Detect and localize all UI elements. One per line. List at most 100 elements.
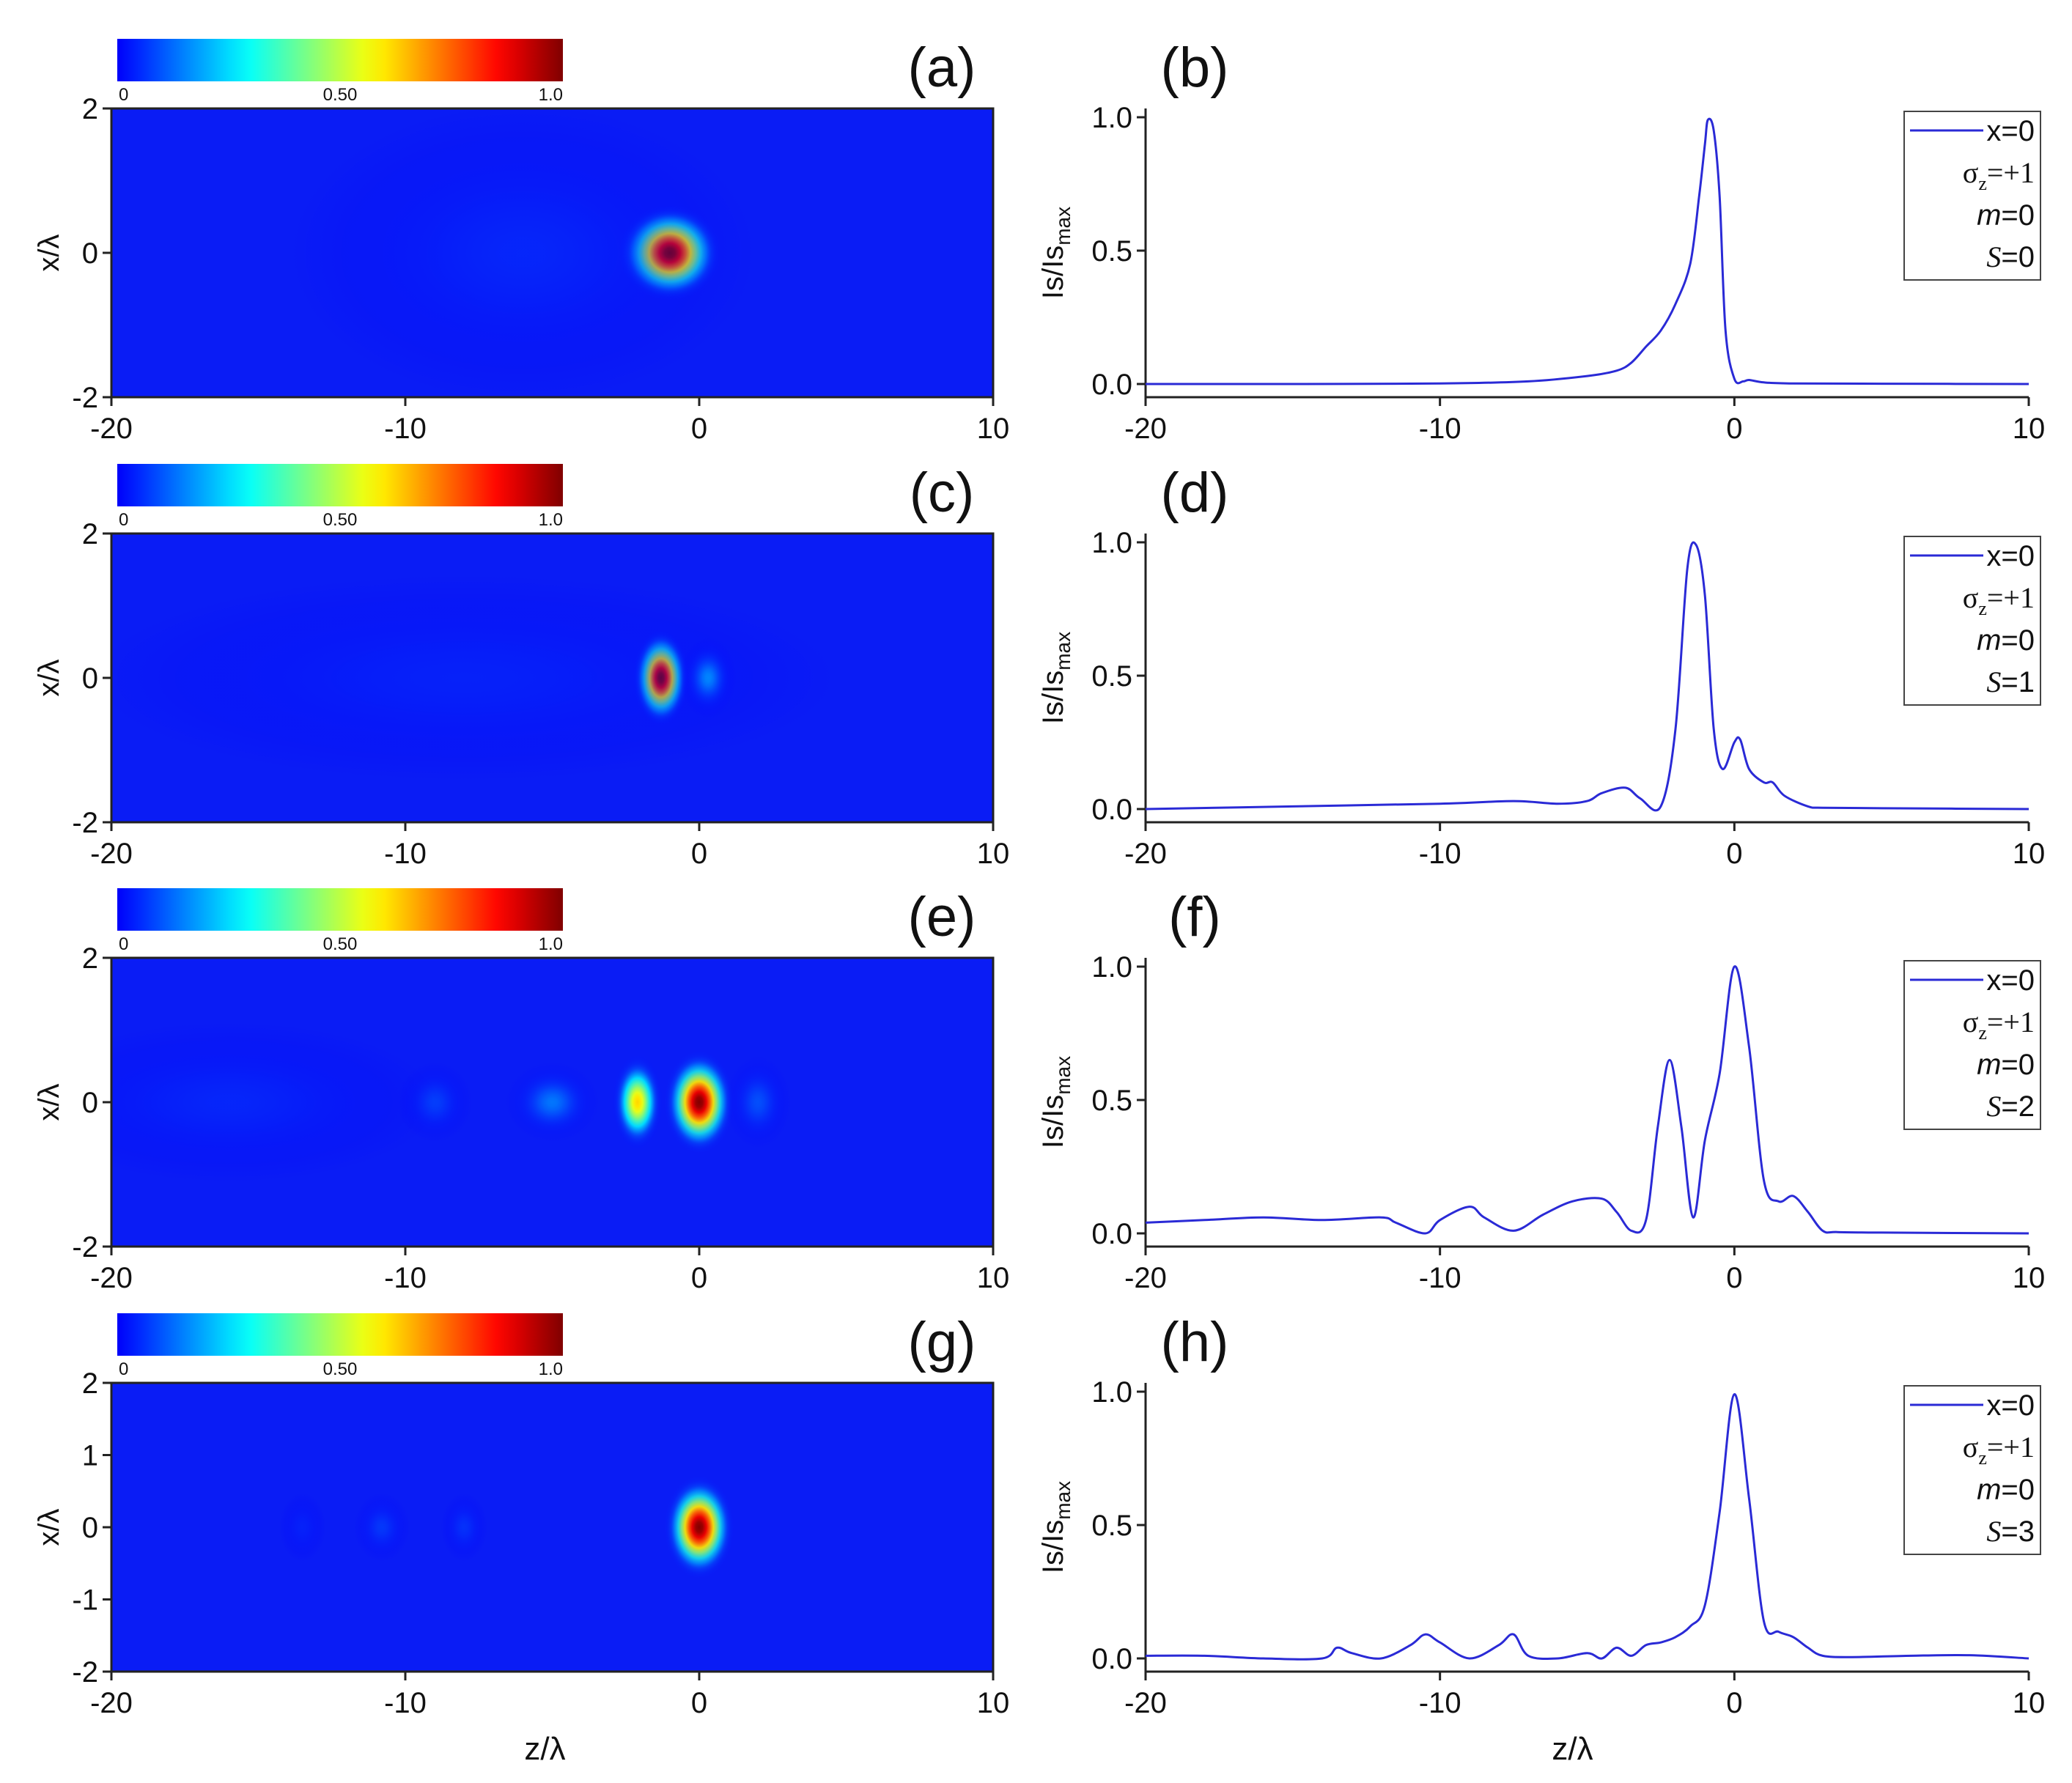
x-tick-label: 10: [2013, 1687, 2046, 1719]
x-tick-label: -10: [1419, 1262, 1461, 1294]
y-axis-label: Is/Ismax: [1037, 1481, 1074, 1573]
x-tick-label: -10: [384, 1687, 427, 1719]
intensity-spot: [440, 1492, 488, 1562]
y-tick-label: 1.0: [1091, 1376, 1132, 1409]
legend-m-symbol: m: [1977, 1049, 2001, 1081]
y-tick-label: 0.5: [1091, 1085, 1132, 1117]
legend-sigma-sub: z: [1978, 598, 1987, 619]
panel-label: (g): [908, 1311, 976, 1373]
x-tick-label: -20: [1124, 838, 1167, 870]
y-axis-label-main: Is/Is: [1037, 246, 1069, 299]
y-axis-label-sub: max: [1052, 1056, 1074, 1095]
legend-s-value: =1: [2001, 666, 2035, 698]
legend-s-symbol: S: [1986, 1090, 2001, 1123]
x-tick-label: 0: [691, 1687, 707, 1719]
legend-m: m=0: [1977, 199, 2035, 232]
x-tick-label: -20: [90, 413, 133, 445]
y-axis-label-sub: max: [1052, 207, 1074, 246]
legend-sigma-value: =+1: [1987, 1005, 2035, 1038]
intensity-spot: [279, 1492, 326, 1562]
x-tick-label: -20: [90, 1687, 133, 1719]
y-axis-label: Is/Ismax: [1037, 1056, 1074, 1148]
legend-sigma-sub: z: [1978, 1022, 1987, 1044]
y-axis-label-main: Is/Is: [1037, 1520, 1069, 1573]
y-tick-label: 0.5: [1091, 660, 1132, 693]
x-tick-label: -20: [1124, 413, 1167, 445]
colorbar-min-label: 0: [119, 1359, 128, 1379]
series-line-x=0: [1145, 117, 2029, 385]
x-tick-label: -20: [1124, 1262, 1167, 1294]
y-tick-label: -2: [72, 1656, 98, 1688]
intensity-spot: [725, 1055, 792, 1149]
y-axis-label: x/λ: [33, 234, 65, 271]
y-axis-label: x/λ: [33, 1083, 65, 1121]
legend-m-value: =0: [2001, 199, 2035, 232]
panel-label: (h): [1161, 1311, 1229, 1373]
y-tick-label: -2: [72, 382, 98, 414]
legend-box: [1903, 960, 2041, 1130]
colorbar-max-label: 1.0: [539, 510, 563, 530]
y-tick-label: 0: [82, 237, 98, 270]
panel-label: (b): [1161, 37, 1229, 99]
legend-m-symbol: m: [1977, 1474, 2001, 1506]
colorbar-mid-label: 0.50: [323, 510, 358, 530]
y-tick-label: -2: [72, 807, 98, 839]
legend-sigma-value: =+1: [1987, 1431, 2035, 1463]
legend-sigma-sub: z: [1978, 173, 1987, 194]
legend-m-symbol: m: [1977, 199, 2001, 232]
heatmap-background: [111, 1383, 993, 1672]
colorbar: [117, 464, 563, 506]
y-axis-label: Is/Ismax: [1037, 632, 1074, 724]
colorbar-min-label: 0: [119, 510, 128, 530]
legend-sigma: σz=+1: [1963, 1431, 2035, 1469]
x-tick-label: 10: [977, 1262, 1010, 1294]
x-axis-label: z/λ: [1552, 1731, 1593, 1767]
colorbar-min-label: 0: [119, 934, 128, 954]
y-axis-label-sub: max: [1052, 1481, 1074, 1520]
x-tick-label: -10: [1419, 413, 1461, 445]
y-axis-label-main: Is/Is: [1037, 1095, 1069, 1148]
y-tick-label: -2: [72, 1231, 98, 1263]
x-tick-label: -20: [90, 1262, 133, 1294]
y-tick-label: 2: [82, 1367, 98, 1400]
legend-sigma-sub: z: [1978, 1447, 1987, 1469]
colorbar-max-label: 1.0: [539, 1359, 563, 1379]
panel-label: (d): [1161, 462, 1229, 524]
colorbar-max-label: 1.0: [539, 934, 563, 954]
x-tick-label: -10: [384, 838, 427, 870]
panel-label: (f): [1168, 886, 1221, 948]
legend-sigma-value: =+1: [1987, 581, 2035, 614]
colorbar-max-label: 1.0: [539, 85, 563, 105]
legend-s-value: =0: [2001, 241, 2035, 273]
x-tick-label: -10: [1419, 838, 1461, 870]
legend-series-label: x=0: [1986, 540, 2035, 572]
legend-m-symbol: m: [1977, 624, 2001, 657]
y-axis-label: x/λ: [33, 659, 65, 696]
legend-s-value: =3: [2001, 1516, 2035, 1548]
intensity-spot: [287, 108, 759, 397]
x-tick-label: -20: [90, 838, 133, 870]
legend-s-symbol: S: [1986, 1515, 2001, 1548]
legend-sigma: σz=+1: [1963, 581, 2035, 619]
y-axis-label: x/λ: [33, 1508, 65, 1546]
x-tick-label: 0: [691, 413, 707, 445]
legend-m-value: =0: [2001, 624, 2035, 657]
y-axis-label-main: Is/Is: [1037, 671, 1069, 724]
heatmap-panel-0: 0 0.50 1.0 (a) 2 0 -2-20 -10 0 10 x/λ: [33, 37, 1009, 445]
intensity-spot: [663, 1050, 735, 1154]
panel-label: (c): [910, 462, 975, 524]
intensity-field: [111, 1021, 792, 1184]
y-tick-label: 0.0: [1091, 1643, 1132, 1675]
intensity-field: [111, 574, 841, 782]
legend-sigma-symbol: σ: [1963, 1431, 1979, 1463]
intensity-spot: [505, 1061, 600, 1143]
legend-m: m=0: [1977, 1049, 2035, 1081]
legend-m-value: =0: [2001, 1049, 2035, 1081]
legend-sigma: σz=+1: [1963, 1005, 2035, 1044]
x-tick-label: 0: [1726, 413, 1742, 445]
colorbar-mid-label: 0.50: [323, 934, 358, 954]
legend-m-value: =0: [2001, 1474, 2035, 1506]
x-tick-label: 0: [691, 1262, 707, 1294]
line-panel-5: (f)0.00.51.0-20 -10 0 10Is/Ismaxx=0σz=+1m=0…: [1037, 886, 2045, 1294]
legend-sigma-symbol: σ: [1963, 156, 1979, 189]
